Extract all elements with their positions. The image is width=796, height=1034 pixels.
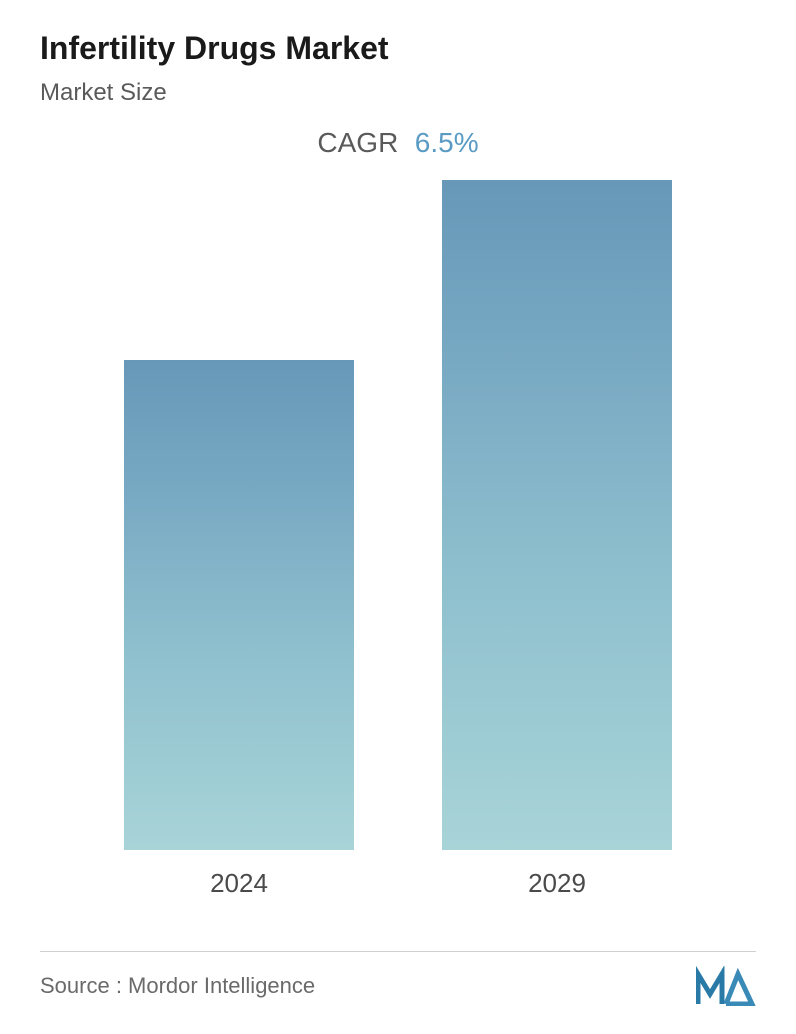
bar-label-2024: 2024 <box>210 868 268 899</box>
footer: Source : Mordor Intelligence <box>40 951 756 1006</box>
bar-2024 <box>124 360 354 850</box>
cagr-value: 6.5% <box>415 127 479 158</box>
cagr-row: CAGR 6.5% <box>40 127 756 159</box>
mordor-logo-icon <box>696 966 756 1006</box>
chart-subtitle: Market Size <box>40 79 756 107</box>
chart-title: Infertility Drugs Market <box>40 30 756 67</box>
bar-group-2029: 2029 <box>442 180 672 899</box>
bar-2029 <box>442 180 672 850</box>
cagr-label: CAGR <box>317 127 398 158</box>
bar-label-2029: 2029 <box>528 868 586 899</box>
chart-area: 2024 2029 <box>40 209 756 899</box>
source-text: Source : Mordor Intelligence <box>40 973 315 999</box>
bar-group-2024: 2024 <box>124 360 354 899</box>
